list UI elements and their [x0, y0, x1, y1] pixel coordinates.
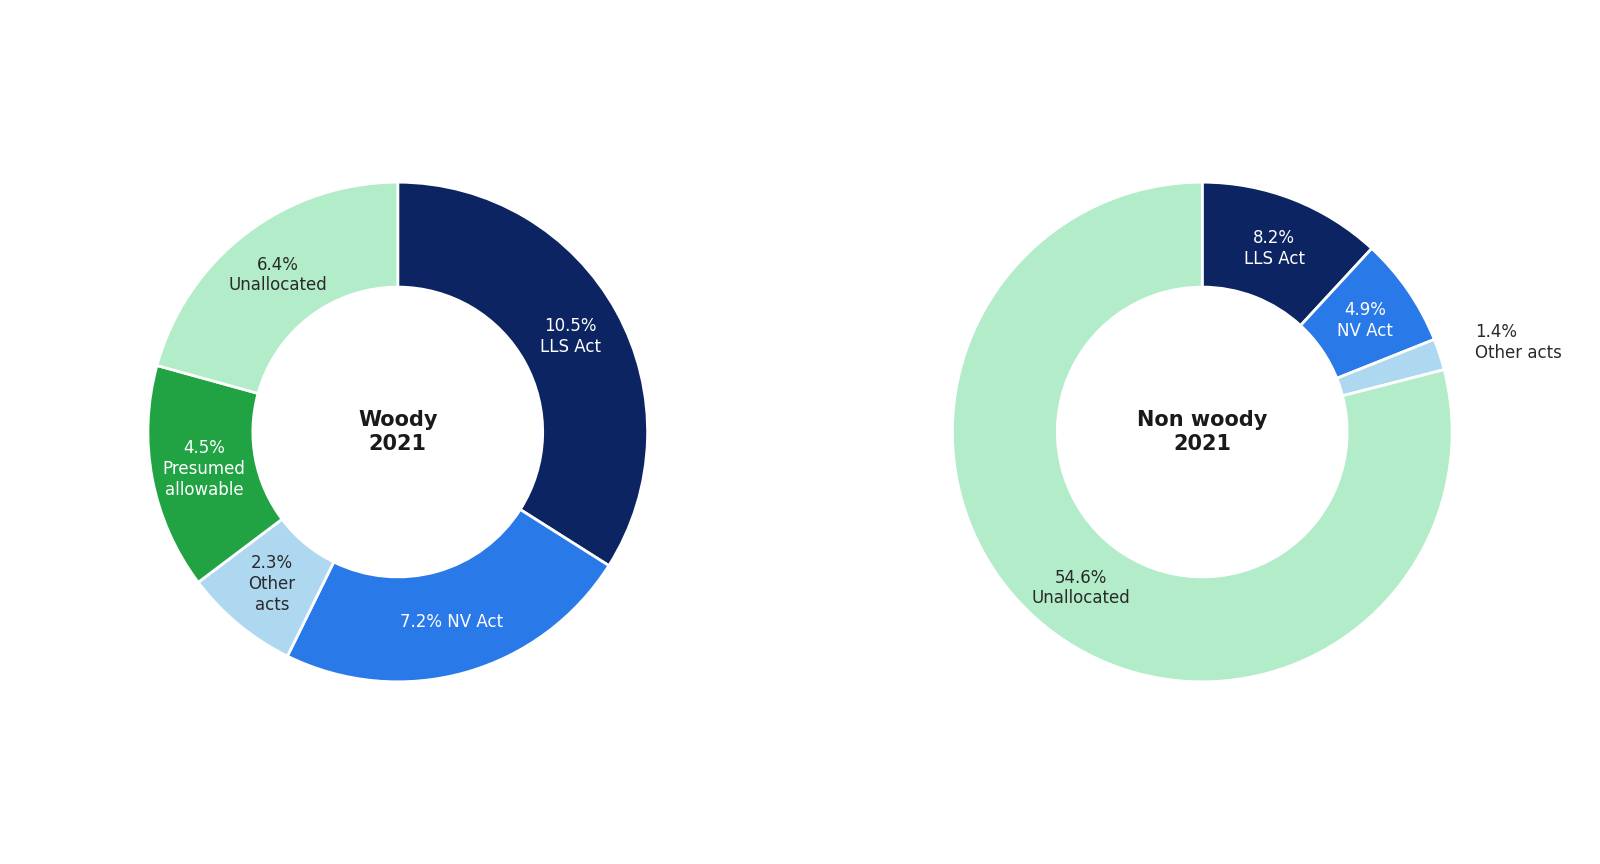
Wedge shape: [398, 182, 648, 566]
Text: 7.2% NV Act: 7.2% NV Act: [400, 613, 502, 631]
Wedge shape: [198, 519, 334, 656]
Text: 2.3%
Other
acts: 2.3% Other acts: [248, 554, 296, 613]
Text: Woody
2021: Woody 2021: [358, 410, 437, 454]
Wedge shape: [288, 510, 610, 682]
Wedge shape: [1202, 182, 1371, 326]
Text: 6.4%
Unallocated: 6.4% Unallocated: [229, 256, 328, 295]
Text: 54.6%
Unallocated: 54.6% Unallocated: [1032, 569, 1131, 607]
Wedge shape: [157, 182, 398, 393]
Wedge shape: [1301, 249, 1434, 378]
Text: 8.2%
LLS Act: 8.2% LLS Act: [1243, 229, 1304, 268]
Wedge shape: [952, 182, 1453, 682]
Text: 10.5%
LLS Act: 10.5% LLS Act: [541, 317, 602, 356]
Wedge shape: [1338, 340, 1445, 396]
Text: 4.5%
Presumed
allowable: 4.5% Presumed allowable: [163, 439, 245, 499]
Wedge shape: [147, 365, 282, 582]
Text: Non woody
2021: Non woody 2021: [1138, 410, 1267, 454]
Text: 1.4%
Other acts: 1.4% Other acts: [1475, 323, 1562, 362]
Text: 4.9%
NV Act: 4.9% NV Act: [1338, 301, 1392, 340]
